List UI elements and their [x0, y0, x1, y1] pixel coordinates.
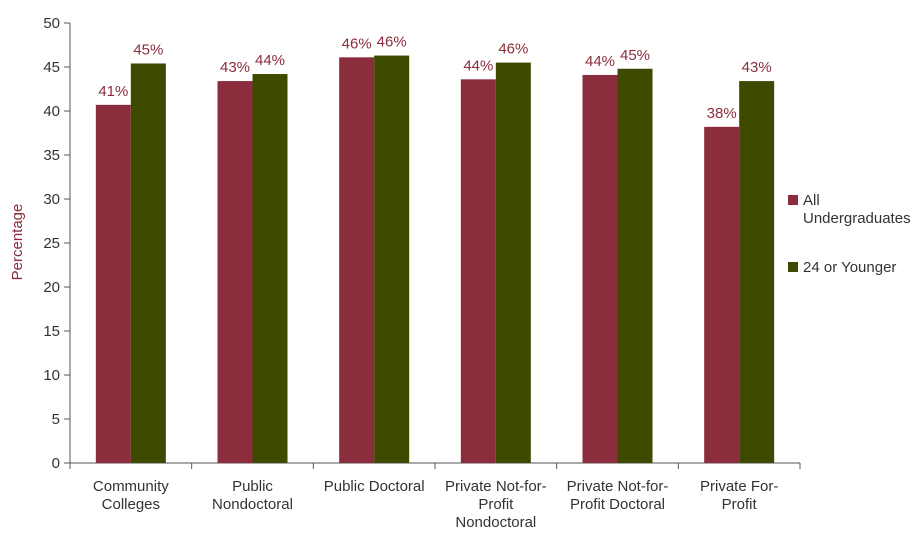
x-category-label-line: Private For-: [700, 478, 778, 495]
y-tick-label: 5: [52, 411, 60, 428]
bar: [374, 55, 410, 464]
data-label: 46%: [498, 41, 528, 58]
x-category-label: Private Not-for-Profit Nondoctoral: [445, 478, 547, 531]
x-category-label-line: Profit: [722, 496, 758, 513]
bar: [495, 62, 531, 463]
y-axis-label: Percentage: [9, 204, 26, 281]
y-tick-label: 50: [43, 15, 60, 32]
x-category-label-line: Profit Doctoral: [570, 496, 665, 513]
y-tick-label: 35: [43, 147, 60, 164]
data-label: 43%: [742, 59, 772, 76]
x-category-label-line: Public: [232, 478, 273, 495]
y-tick-label: 20: [43, 279, 60, 296]
bars: [95, 55, 775, 464]
y-tick-label: 45: [43, 59, 60, 76]
data-label: 38%: [707, 105, 737, 122]
legend-swatch: [788, 262, 798, 272]
y-axis: 0 5 10 15 20 25 30 35 40 45 50: [43, 15, 71, 472]
y-tick-label: 25: [43, 235, 60, 252]
y-tick-label: 30: [43, 191, 60, 208]
x-category-label-line: Nondoctoral: [212, 496, 293, 513]
bar: [460, 79, 496, 463]
legend-swatch: [788, 195, 798, 205]
data-label: 45%: [133, 41, 163, 58]
bar: [95, 104, 131, 463]
x-category-label-line: Colleges: [102, 496, 160, 513]
bar: [617, 68, 653, 463]
bar: [130, 63, 166, 463]
bar: [217, 81, 253, 463]
y-tick-label: 40: [43, 103, 60, 120]
legend-label-line: 24 or Younger: [803, 259, 896, 276]
legend-label: All Undergraduates: [803, 192, 911, 227]
data-label: 46%: [342, 35, 372, 52]
x-category-label-line: Profit: [478, 496, 514, 513]
data-label: 44%: [463, 57, 493, 74]
bar: [704, 126, 740, 463]
bar: [339, 57, 375, 463]
x-category-label-line: Nondoctoral: [455, 514, 536, 531]
bar: [739, 81, 775, 463]
data-label: 44%: [255, 52, 285, 69]
x-category-label: Private For-Profit: [700, 478, 778, 513]
bar: [582, 74, 618, 464]
x-category-label: Private Not-for-Profit Doctoral: [567, 478, 669, 513]
y-tick-label: 10: [43, 367, 60, 384]
data-label: 43%: [220, 59, 250, 76]
x-category-label-line: Public Doctoral: [324, 478, 425, 495]
data-label: 44%: [585, 53, 615, 70]
x-category-label: Community Colleges: [93, 478, 169, 513]
legend-label-line: All: [803, 192, 820, 209]
legend-label: 24 or Younger: [803, 259, 896, 276]
bar: [252, 74, 288, 463]
data-labels: 41% 43% 46% 44% 44% 38% 45% 44% 46% 46% 45% 43%: [98, 34, 771, 122]
legend-label-line: Undergraduates: [803, 210, 911, 227]
legend: All Undergraduates 24 or Younger: [788, 192, 911, 276]
y-tick-label: 15: [43, 323, 60, 340]
y-tick-label: 0: [52, 455, 60, 472]
data-label: 41%: [98, 83, 128, 100]
x-category-label-line: Community: [93, 478, 169, 495]
x-category-label: Public Doctoral: [324, 478, 425, 495]
data-label: 46%: [377, 34, 407, 51]
x-category-label-line: Private Not-for-: [567, 478, 669, 495]
x-category-label: Public Nondoctoral: [212, 478, 293, 513]
x-category-label-line: Private Not-for-: [445, 478, 547, 495]
data-label: 45%: [620, 47, 650, 64]
